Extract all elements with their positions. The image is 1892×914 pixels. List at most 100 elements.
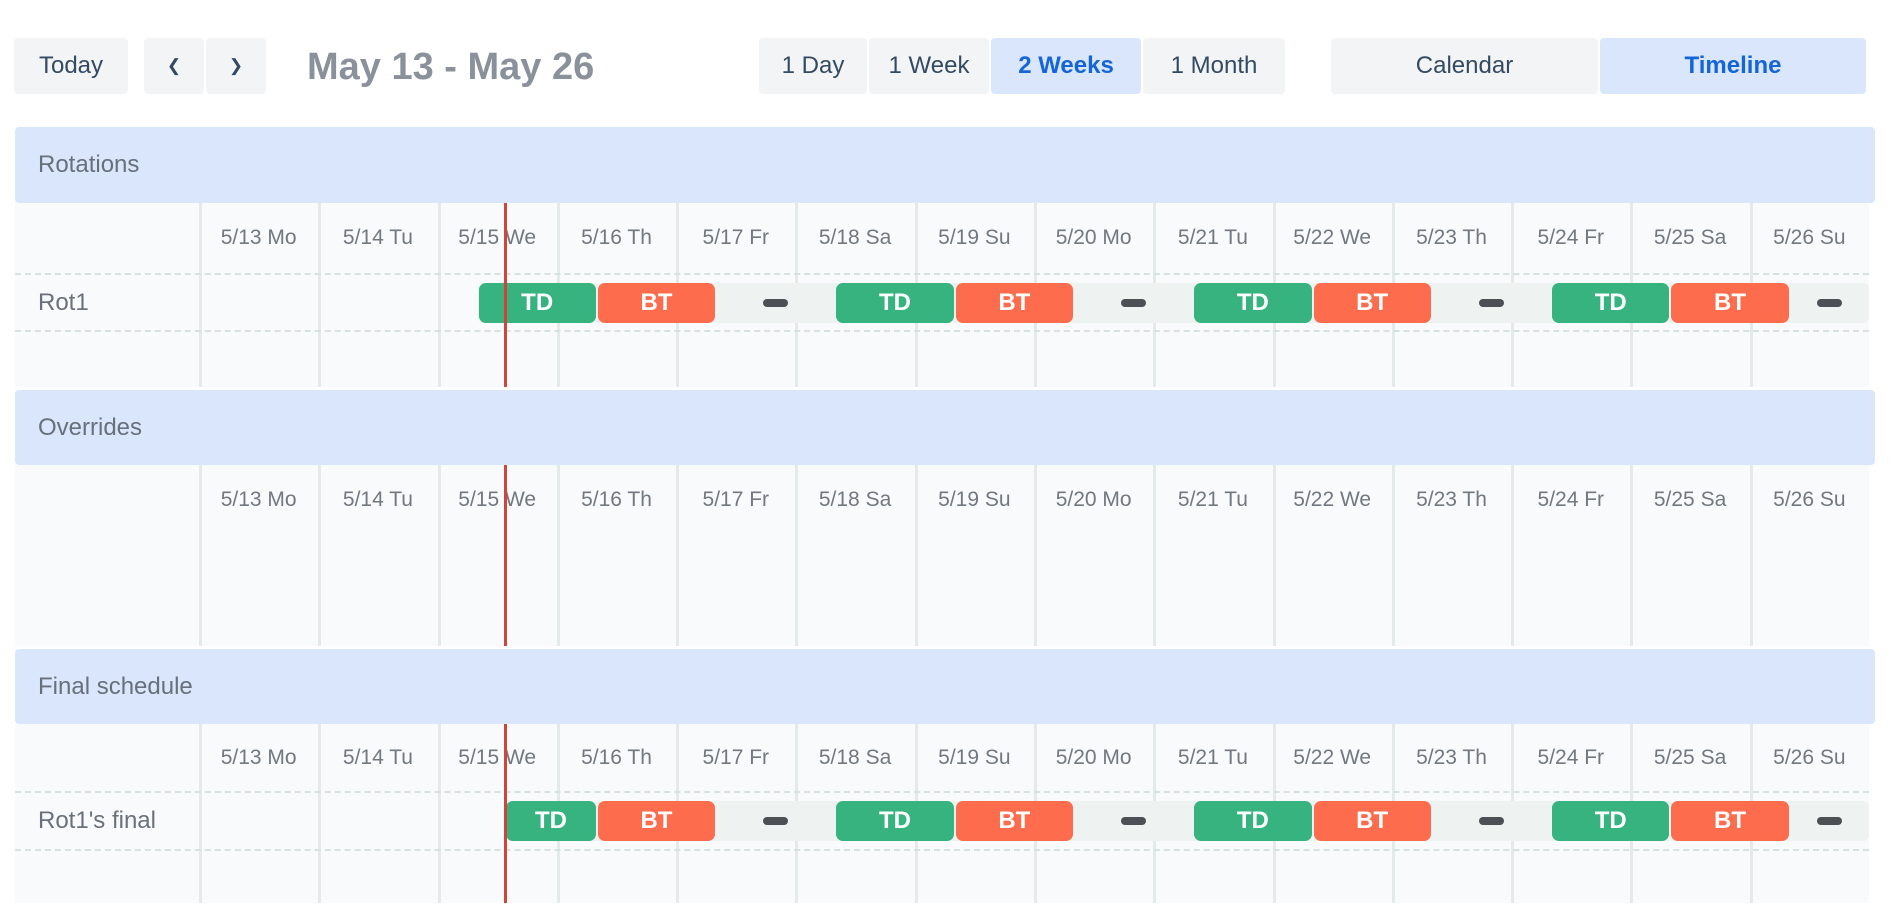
- grid-line: [1749, 465, 1753, 646]
- grid-line: [1391, 465, 1395, 646]
- gap-dash: [1121, 299, 1147, 307]
- shift-bar-td[interactable]: TD: [1194, 283, 1312, 323]
- shift-bar-label: TD: [521, 289, 554, 316]
- shift-bar-label: BT: [1356, 807, 1389, 834]
- grid-line: [556, 465, 560, 646]
- shift-bar-bt[interactable]: BT: [1671, 283, 1789, 323]
- view-button-1-day[interactable]: 1 Day: [759, 38, 867, 94]
- date-label: 5/23 Th: [1416, 488, 1487, 511]
- date-label: 5/24 Fr: [1537, 488, 1605, 511]
- date-label: 5/20 Mo: [1055, 488, 1132, 511]
- shift-bar-td[interactable]: TD: [1194, 801, 1312, 841]
- next-button[interactable]: ❯: [206, 38, 266, 94]
- view-button-1-week[interactable]: 1 Week: [869, 38, 989, 94]
- shift-bar-td[interactable]: TD: [1552, 283, 1670, 323]
- shift-bar-label: BT: [640, 807, 673, 834]
- shift-bar-bt[interactable]: BT: [1313, 801, 1431, 841]
- date-label: 5/22 We: [1293, 488, 1372, 511]
- date-label: 5/14 Tu: [342, 746, 413, 769]
- section-body: 5/13 Mo 5/14 Tu 5/15 We 5/16 Th 5/17 Fr 5/18 …: [15, 465, 1869, 646]
- shift-bar-label: BT: [998, 289, 1031, 316]
- grid-line: [1034, 465, 1037, 646]
- date-label: 5/18 Sa: [818, 488, 892, 511]
- grid-line: [914, 465, 918, 646]
- date-label: 5/17 Fr: [702, 746, 770, 769]
- date-range-title: May 13 - May 26: [307, 46, 595, 88]
- section-header-label: Final schedule: [38, 672, 193, 700]
- section-body: 5/13 Mo 5/14 Tu 5/15 We 5/16 Th 5/17 Fr 5/18 …: [15, 203, 1869, 387]
- gap-dash: [1478, 299, 1504, 307]
- view-button-1-month[interactable]: 1 Month: [1143, 38, 1285, 94]
- grid-line: [437, 724, 441, 903]
- now-line: [503, 724, 507, 903]
- date-label: 5/16 Th: [581, 746, 652, 769]
- date-label: 5/16 Th: [581, 488, 652, 511]
- gap-dash: [1121, 817, 1147, 825]
- shift-bar-label: BT: [998, 807, 1031, 834]
- grid-line: [437, 203, 441, 387]
- shift-bar-td[interactable]: TD: [1552, 801, 1670, 841]
- shift-bar-bt[interactable]: BT: [597, 283, 716, 323]
- date-label: 5/24 Fr: [1537, 226, 1605, 249]
- date-label: 5/21 Tu: [1177, 226, 1248, 249]
- shift-bar-label: TD: [1236, 289, 1269, 316]
- date-label: 5/20 Mo: [1055, 226, 1132, 249]
- date-label: 5/23 Th: [1416, 746, 1487, 769]
- shift-bar-td[interactable]: TD: [836, 801, 954, 841]
- shift-bar-label: TD: [1594, 807, 1627, 834]
- shift-bar-label: TD: [879, 807, 912, 834]
- shift-bar-td[interactable]: TD: [478, 283, 596, 323]
- date-label: 5/19 Su: [938, 226, 1011, 249]
- date-label: 5/13 Mo: [220, 488, 297, 511]
- section-header: Final schedule: [15, 649, 1875, 724]
- grid-line: [1511, 465, 1515, 646]
- date-label: 5/14 Tu: [342, 488, 413, 511]
- row-label: Rot1: [38, 289, 89, 316]
- gap-dash: [763, 299, 789, 307]
- section-header-label: Overrides: [38, 413, 143, 441]
- section-body: 5/13 Mo 5/14 Tu 5/15 We 5/16 Th 5/17 Fr 5/18 …: [15, 724, 1869, 903]
- prev-button[interactable]: ❮: [144, 38, 204, 94]
- schedule-row: Rot1 TD BT TD BT TD BT TD BT: [15, 275, 1869, 332]
- date-label: 5/18 Sa: [818, 226, 892, 249]
- shift-bar-label: BT: [640, 289, 673, 316]
- gap-dash: [1816, 817, 1842, 825]
- date-label: 5/19 Su: [938, 488, 1011, 511]
- shift-bar-label: TD: [534, 807, 567, 834]
- shift-bar-label: BT: [1356, 289, 1389, 316]
- grid-line: [199, 203, 202, 387]
- gap-dash: [763, 817, 789, 825]
- date-label: 5/24 Fr: [1537, 746, 1605, 769]
- mode-button-timeline[interactable]: Timeline: [1600, 38, 1866, 94]
- grid-line: [676, 465, 680, 646]
- shift-bar-bt[interactable]: BT: [955, 283, 1073, 323]
- schedule-row: Rot1's final TD BT TD BT TD BT TD BT: [15, 793, 1869, 851]
- date-label: 5/19 Su: [938, 746, 1011, 769]
- section-final-schedule: Final schedule 5/13 Mo 5/14 Tu 5/15 We 5/16 …: [15, 649, 1875, 903]
- date-header-row: 5/13 Mo 5/14 Tu 5/15 We 5/16 Th 5/17 Fr 5/18 …: [15, 724, 1869, 793]
- date-label: 5/26 Su: [1773, 746, 1846, 769]
- view-button-2-weeks[interactable]: 2 Weeks: [991, 38, 1141, 94]
- section-header: Rotations: [15, 127, 1875, 203]
- shift-bar-td[interactable]: TD: [506, 801, 596, 841]
- shift-bar-bt[interactable]: BT: [955, 801, 1073, 841]
- date-label: 5/20 Mo: [1055, 746, 1132, 769]
- grid-line: [795, 465, 799, 646]
- mode-button-calendar[interactable]: Calendar: [1331, 38, 1598, 94]
- date-label: 5/17 Fr: [702, 488, 770, 511]
- chevron-left-icon: ❮: [166, 56, 182, 75]
- section-header-label: Rotations: [38, 151, 140, 178]
- shift-bar-bt[interactable]: BT: [1671, 801, 1789, 841]
- shift-bar-label: BT: [1714, 807, 1747, 834]
- now-line: [503, 465, 507, 646]
- shift-bar-bt[interactable]: BT: [597, 801, 716, 841]
- section-rotations: Rotations 5/13 Mo 5/14 Tu 5/15 We 5/16 Th 5/1…: [15, 127, 1875, 387]
- today-button[interactable]: Today: [14, 38, 128, 94]
- date-label: 5/23 Th: [1416, 226, 1487, 249]
- grid-line: [1630, 465, 1634, 646]
- shift-bar-bt[interactable]: BT: [1313, 283, 1431, 323]
- shift-bar-td[interactable]: TD: [836, 283, 954, 323]
- gap-dash: [1816, 299, 1842, 307]
- date-label: 5/26 Su: [1773, 226, 1846, 249]
